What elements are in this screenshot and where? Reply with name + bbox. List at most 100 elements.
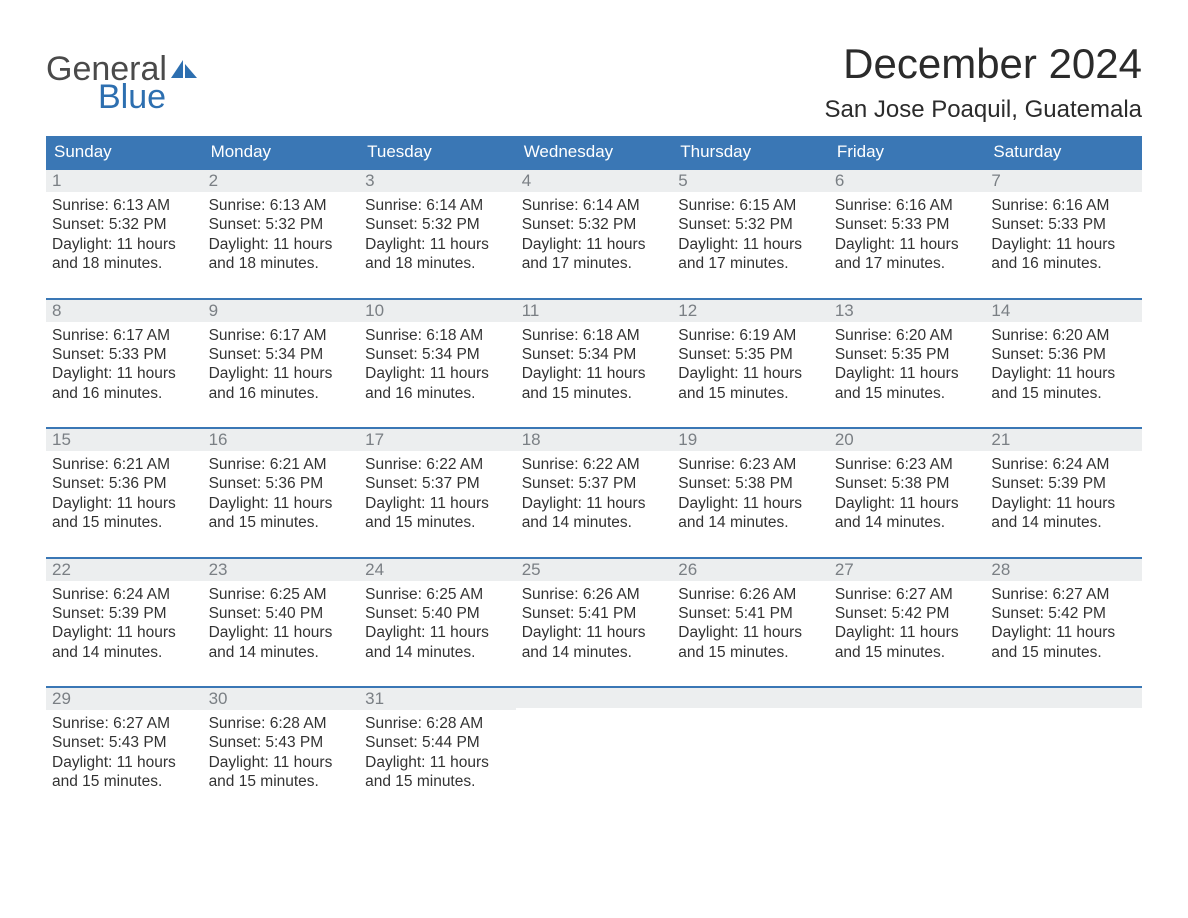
calendar-day-cell: 13Sunrise: 6:20 AMSunset: 5:35 PMDayligh… <box>829 298 986 428</box>
day-details <box>672 708 829 736</box>
daylight-text: and 15 minutes. <box>835 643 980 662</box>
sunrise-text: Sunrise: 6:18 AM <box>365 326 510 345</box>
calendar-day-cell: 18Sunrise: 6:22 AMSunset: 5:37 PMDayligh… <box>516 427 673 557</box>
sunset-text: Sunset: 5:33 PM <box>835 215 980 234</box>
sunrise-text: Sunrise: 6:13 AM <box>52 196 197 215</box>
daylight-text: Daylight: 11 hours <box>52 623 197 642</box>
weekday-header: Sunday <box>46 136 203 168</box>
daylight-text: and 15 minutes. <box>991 384 1136 403</box>
day-number: 7 <box>985 168 1142 192</box>
daylight-text: Daylight: 11 hours <box>52 753 197 772</box>
daylight-text: and 14 minutes. <box>209 643 354 662</box>
calendar-day-cell: 22Sunrise: 6:24 AMSunset: 5:39 PMDayligh… <box>46 557 203 687</box>
weekday-header: Friday <box>829 136 986 168</box>
sunset-text: Sunset: 5:33 PM <box>991 215 1136 234</box>
daylight-text: Daylight: 11 hours <box>365 235 510 254</box>
sunset-text: Sunset: 5:41 PM <box>678 604 823 623</box>
daylight-text: Daylight: 11 hours <box>835 364 980 383</box>
day-number: 10 <box>359 298 516 322</box>
sunset-text: Sunset: 5:42 PM <box>835 604 980 623</box>
day-number: 31 <box>359 686 516 710</box>
day-number: 19 <box>672 427 829 451</box>
daylight-text: Daylight: 11 hours <box>209 235 354 254</box>
calendar-table: Sunday Monday Tuesday Wednesday Thursday… <box>46 136 1142 816</box>
daylight-text: Daylight: 11 hours <box>52 235 197 254</box>
sunset-text: Sunset: 5:32 PM <box>52 215 197 234</box>
day-details: Sunrise: 6:22 AMSunset: 5:37 PMDaylight:… <box>516 451 673 557</box>
sunset-text: Sunset: 5:36 PM <box>991 345 1136 364</box>
brand-logo: General Blue <box>46 52 199 114</box>
calendar-day-cell: 23Sunrise: 6:25 AMSunset: 5:40 PMDayligh… <box>203 557 360 687</box>
day-number: 27 <box>829 557 986 581</box>
day-details: Sunrise: 6:21 AMSunset: 5:36 PMDaylight:… <box>46 451 203 557</box>
daylight-text: Daylight: 11 hours <box>991 364 1136 383</box>
daylight-text: Daylight: 11 hours <box>522 235 667 254</box>
sunset-text: Sunset: 5:35 PM <box>678 345 823 364</box>
day-details: Sunrise: 6:16 AMSunset: 5:33 PMDaylight:… <box>985 192 1142 298</box>
day-details: Sunrise: 6:20 AMSunset: 5:35 PMDaylight:… <box>829 322 986 428</box>
daylight-text: Daylight: 11 hours <box>678 364 823 383</box>
calendar-day-cell: 30Sunrise: 6:28 AMSunset: 5:43 PMDayligh… <box>203 686 360 816</box>
weekday-header: Wednesday <box>516 136 673 168</box>
sunset-text: Sunset: 5:32 PM <box>365 215 510 234</box>
sunset-text: Sunset: 5:43 PM <box>52 733 197 752</box>
calendar-week-row: 15Sunrise: 6:21 AMSunset: 5:36 PMDayligh… <box>46 427 1142 557</box>
day-number: 23 <box>203 557 360 581</box>
calendar-day-cell: 21Sunrise: 6:24 AMSunset: 5:39 PMDayligh… <box>985 427 1142 557</box>
daylight-text: Daylight: 11 hours <box>209 494 354 513</box>
daylight-text: and 18 minutes. <box>365 254 510 273</box>
daylight-text: Daylight: 11 hours <box>991 623 1136 642</box>
day-number: 8 <box>46 298 203 322</box>
calendar-day-cell: 1Sunrise: 6:13 AMSunset: 5:32 PMDaylight… <box>46 168 203 298</box>
sunset-text: Sunset: 5:37 PM <box>365 474 510 493</box>
calendar-day-cell: 20Sunrise: 6:23 AMSunset: 5:38 PMDayligh… <box>829 427 986 557</box>
sunrise-text: Sunrise: 6:17 AM <box>209 326 354 345</box>
daylight-text: Daylight: 11 hours <box>835 235 980 254</box>
day-number: 3 <box>359 168 516 192</box>
weekday-header: Saturday <box>985 136 1142 168</box>
daylight-text: and 15 minutes. <box>52 513 197 532</box>
daylight-text: and 17 minutes. <box>678 254 823 273</box>
day-number <box>516 686 673 708</box>
sunrise-text: Sunrise: 6:28 AM <box>209 714 354 733</box>
daylight-text: Daylight: 11 hours <box>365 494 510 513</box>
sunrise-text: Sunrise: 6:16 AM <box>835 196 980 215</box>
calendar-day-cell <box>985 686 1142 816</box>
sunset-text: Sunset: 5:36 PM <box>209 474 354 493</box>
sunrise-text: Sunrise: 6:26 AM <box>522 585 667 604</box>
calendar-day-cell <box>829 686 986 816</box>
daylight-text: and 18 minutes. <box>52 254 197 273</box>
calendar-day-cell: 2Sunrise: 6:13 AMSunset: 5:32 PMDaylight… <box>203 168 360 298</box>
daylight-text: and 15 minutes. <box>365 513 510 532</box>
sunrise-text: Sunrise: 6:16 AM <box>991 196 1136 215</box>
day-details: Sunrise: 6:16 AMSunset: 5:33 PMDaylight:… <box>829 192 986 298</box>
sunrise-text: Sunrise: 6:13 AM <box>209 196 354 215</box>
day-number <box>985 686 1142 708</box>
calendar-day-cell: 19Sunrise: 6:23 AMSunset: 5:38 PMDayligh… <box>672 427 829 557</box>
daylight-text: and 15 minutes. <box>678 384 823 403</box>
day-details: Sunrise: 6:21 AMSunset: 5:36 PMDaylight:… <box>203 451 360 557</box>
day-number: 14 <box>985 298 1142 322</box>
sunrise-text: Sunrise: 6:15 AM <box>678 196 823 215</box>
sunrise-text: Sunrise: 6:27 AM <box>52 714 197 733</box>
sunrise-text: Sunrise: 6:23 AM <box>835 455 980 474</box>
day-details: Sunrise: 6:20 AMSunset: 5:36 PMDaylight:… <box>985 322 1142 428</box>
calendar-day-cell: 8Sunrise: 6:17 AMSunset: 5:33 PMDaylight… <box>46 298 203 428</box>
daylight-text: and 14 minutes. <box>835 513 980 532</box>
daylight-text: and 14 minutes. <box>522 513 667 532</box>
day-number: 26 <box>672 557 829 581</box>
daylight-text: and 17 minutes. <box>522 254 667 273</box>
calendar-day-cell: 25Sunrise: 6:26 AMSunset: 5:41 PMDayligh… <box>516 557 673 687</box>
sunset-text: Sunset: 5:33 PM <box>52 345 197 364</box>
calendar-page: General Blue December 2024 San Jose Poaq… <box>0 0 1188 856</box>
day-details: Sunrise: 6:27 AMSunset: 5:42 PMDaylight:… <box>829 581 986 687</box>
sunrise-text: Sunrise: 6:25 AM <box>209 585 354 604</box>
daylight-text: and 15 minutes. <box>365 772 510 791</box>
calendar-day-cell: 9Sunrise: 6:17 AMSunset: 5:34 PMDaylight… <box>203 298 360 428</box>
daylight-text: Daylight: 11 hours <box>991 494 1136 513</box>
day-number: 21 <box>985 427 1142 451</box>
day-details: Sunrise: 6:14 AMSunset: 5:32 PMDaylight:… <box>516 192 673 298</box>
sunrise-text: Sunrise: 6:20 AM <box>835 326 980 345</box>
day-details: Sunrise: 6:28 AMSunset: 5:44 PMDaylight:… <box>359 710 516 816</box>
daylight-text: Daylight: 11 hours <box>835 494 980 513</box>
